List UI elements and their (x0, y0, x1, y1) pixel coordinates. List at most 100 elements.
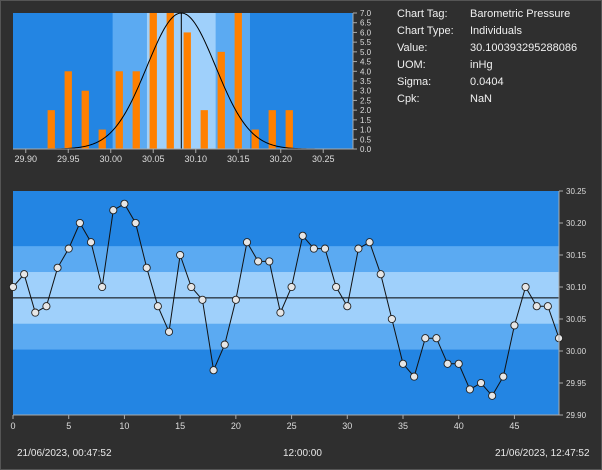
data-point (410, 372, 419, 381)
info-value: Barometric Pressure (470, 8, 571, 20)
y-tick-label: 30.10 (566, 283, 587, 292)
data-point (387, 314, 396, 324)
y-tick-label: 0.5 (360, 135, 372, 144)
data-point (86, 238, 96, 247)
data-point (543, 302, 552, 311)
histogram-bar (64, 71, 72, 149)
x-tick-label: 15 (175, 421, 185, 431)
data-point (376, 270, 385, 279)
x-tick-label: 20 (231, 421, 241, 431)
y-tick-label: 0.0 (360, 145, 372, 154)
info-label: UOM: (397, 59, 426, 71)
data-point (164, 327, 174, 336)
data-point (510, 321, 519, 330)
data-point (254, 257, 263, 266)
info-value: NaN (470, 93, 493, 105)
y-tick-label: 1.0 (360, 126, 372, 135)
data-point (75, 218, 84, 228)
histogram-bar (285, 110, 293, 149)
data-point (532, 302, 541, 311)
data-point (109, 206, 118, 215)
data-point (42, 302, 51, 311)
histogram-bar (183, 32, 191, 149)
y-tick-label: 4.5 (360, 58, 372, 67)
x-tick-label: 30.10 (184, 154, 207, 164)
info-label: Chart Tag: (397, 8, 448, 20)
x-tick-label: 30.05 (142, 154, 165, 164)
x-tick-label: 40 (454, 421, 464, 431)
x-tick-label: 10 (119, 421, 129, 431)
series-line (12, 203, 560, 397)
x-tick-label: 30.15 (227, 154, 250, 164)
x-tick-label: 30.25 (312, 154, 335, 164)
info-label: Value: (397, 42, 428, 54)
data-point (354, 244, 363, 253)
y-tick-label: 29.95 (566, 379, 587, 388)
y-tick-label: 30.05 (566, 315, 587, 324)
y-tick-label: 30.25 (566, 187, 587, 196)
histogram-bar (149, 13, 157, 149)
data-point (8, 282, 18, 292)
data-point (499, 372, 508, 381)
middle-timestamp: 12:00:00 (283, 448, 322, 459)
y-tick-label: 5.5 (360, 38, 372, 47)
x-tick-label: 29.95 (57, 154, 80, 164)
histogram-bar (234, 13, 242, 149)
info-value: 0.0404 (470, 76, 504, 88)
data-point (198, 295, 207, 304)
data-point (476, 378, 486, 388)
data-point (276, 308, 285, 317)
y-tick-label: 6.5 (360, 19, 372, 28)
end-timestamp: 21/06/2023, 12:47:52 (495, 448, 590, 459)
x-tick-label: 30.00 (99, 154, 122, 164)
data-point (443, 359, 452, 368)
y-tick-label: 3.0 (360, 87, 372, 96)
histogram-chart: 0.00.51.01.52.02.53.03.54.04.55.05.56.06… (13, 9, 372, 164)
data-point (142, 263, 151, 272)
data-point (187, 282, 196, 292)
data-point (465, 385, 474, 394)
data-point (98, 282, 107, 292)
data-point (131, 218, 140, 228)
x-tick-label: 5 (66, 421, 71, 431)
y-tick-label: 29.90 (566, 411, 587, 420)
x-tick-label: 30 (342, 421, 352, 431)
data-point (521, 282, 530, 292)
x-tick-label: 45 (509, 421, 519, 431)
data-point (209, 366, 218, 375)
info-value: 30.100393295288086 (470, 42, 578, 54)
data-point (231, 295, 240, 304)
data-point (332, 282, 341, 292)
y-tick-label: 30.00 (566, 347, 587, 356)
data-point (309, 244, 318, 253)
y-tick-label: 1.5 (360, 116, 372, 125)
x-tick-label: 35 (398, 421, 408, 431)
y-tick-label: 4.0 (360, 67, 372, 76)
data-point (31, 308, 40, 317)
info-label: Cpk: (397, 93, 420, 105)
info-label: Chart Type: (397, 25, 454, 37)
data-point (120, 199, 129, 208)
data-point (64, 244, 73, 253)
data-point (421, 334, 430, 343)
data-point (432, 334, 441, 343)
data-point (454, 359, 463, 368)
individuals-chart: 29.90 29.95 30.00 30.05 30.10 30.15 30.20 30.25… (8, 187, 587, 431)
data-point (320, 244, 330, 253)
data-point (265, 257, 274, 266)
data-point (298, 231, 307, 240)
y-tick-label: 30.15 (566, 251, 587, 260)
start-timestamp: 21/06/2023, 00:47:52 (17, 448, 112, 459)
histogram-bar (81, 90, 89, 149)
x-tick-label: 29.90 (14, 154, 37, 164)
data-point (365, 238, 374, 247)
data-point (20, 270, 29, 279)
y-tick-label: 2.0 (360, 106, 372, 115)
x-tick-label: 25 (287, 421, 297, 431)
data-point (53, 263, 62, 272)
histogram-bar (251, 129, 259, 149)
histogram-bar (268, 110, 276, 149)
histogram-bar (115, 71, 123, 149)
y-tick-label: 3.5 (360, 77, 372, 86)
